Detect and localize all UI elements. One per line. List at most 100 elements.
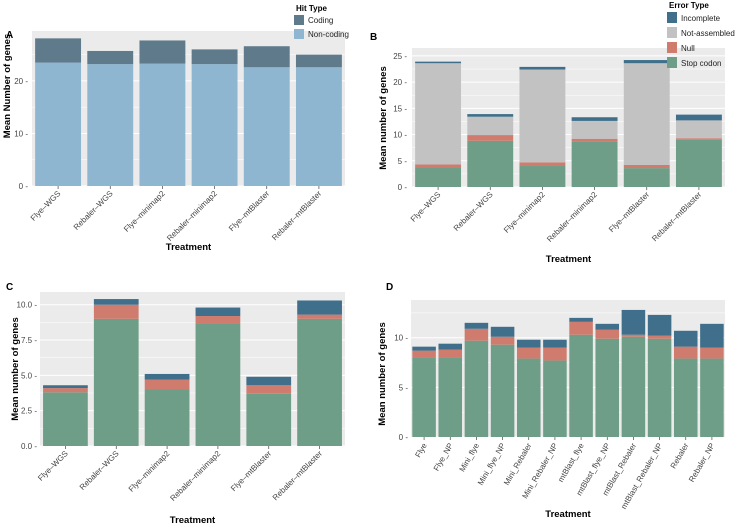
y-tick-label-b: 10 - xyxy=(393,131,407,140)
legend-swatch-coding xyxy=(294,15,304,25)
bar-a-flye-wgs-coding xyxy=(35,38,82,63)
bar-b-flye-mtblaster-incomplete xyxy=(623,60,670,64)
y-tick-label-c: 7.5 - xyxy=(21,336,37,345)
y-tick-label-b: 0 - xyxy=(398,183,408,192)
bar-d-mtblast-flye-incomplete xyxy=(569,317,593,322)
x-tick-label-b: Rebaler–mtBlaster xyxy=(650,190,703,243)
y-tick-label-c: 0.0 - xyxy=(21,442,37,451)
x-tick-label-a: Flye–minimap2 xyxy=(122,189,167,234)
bar-b-flye-minimap2-null xyxy=(519,162,566,167)
x-tick-label-a: Flye–mtBlaster xyxy=(227,189,271,233)
bar-c-flye-minimap2-stop-codon xyxy=(144,389,190,446)
x-tick-label-c: Rebaler–minimap2 xyxy=(168,449,222,503)
bar-c-flye-wgs-incomplete xyxy=(43,385,88,389)
bar-d-flye-np-null xyxy=(438,349,463,358)
bar-a-flye-minimap2-non-coding xyxy=(139,63,186,186)
y-tick-label-c: 5.0 - xyxy=(21,371,37,380)
bar-d-mini-rebaler-null xyxy=(516,347,541,359)
x-tick-label-a: Rebaler–mtBlaster xyxy=(270,189,323,242)
bar-b-rebaler-mtblaster-stop-codon xyxy=(675,139,722,187)
bar-b-flye-wgs-stop-codon xyxy=(415,167,462,187)
panel-label-d: D xyxy=(386,282,393,293)
x-tick-label-a: Flye–WGS xyxy=(29,189,63,223)
y-tick-label-b: 25 - xyxy=(393,52,407,61)
bar-c-flye-minimap2-incomplete xyxy=(144,373,190,380)
bar-c-rebaler-mtblaster-stop-codon xyxy=(297,318,342,446)
bar-b-flye-mtblaster-null xyxy=(623,164,670,169)
bar-c-flye-mtblaster-incomplete xyxy=(246,376,292,386)
bar-d-mtblast-flye-np-stop-codon xyxy=(595,338,620,437)
bar-a-flye-minimap2-coding xyxy=(139,40,186,64)
legend-label-not-assembled: Not-assembled xyxy=(681,29,735,38)
legend-title-error-type: Error Type xyxy=(669,1,709,10)
bar-b-flye-minimap2-incomplete xyxy=(519,66,566,70)
bar-c-flye-wgs-stop-codon xyxy=(43,392,88,446)
bar-a-flye-mtblaster-non-coding xyxy=(243,67,290,186)
x-tick-label-d: Mini_flye xyxy=(458,441,482,473)
bar-c-rebaler-mtblaster-incomplete xyxy=(297,300,342,315)
bar-c-rebaler-mtblaster-null xyxy=(297,314,342,319)
y-tick-label-b: 5 - xyxy=(398,157,408,166)
bar-c-rebaler-wgs-null xyxy=(93,304,139,319)
bar-b-rebaler-minimap2-stop-codon xyxy=(571,141,618,187)
legend-label-coding: Coding xyxy=(308,16,333,25)
bar-b-rebaler-minimap2-incomplete xyxy=(571,117,618,121)
bar-d-mtblast-flye-np-null xyxy=(595,329,620,339)
bar-d-flye-np-stop-codon xyxy=(438,357,463,437)
bar-c-rebaler-wgs-stop-codon xyxy=(93,318,139,446)
bar-d-mtblast-rebaler-incomplete xyxy=(621,309,646,335)
bar-d-mtblast-flye-stop-codon xyxy=(569,334,593,437)
legend-swatch-incomplete xyxy=(667,12,677,23)
x-tick-label-c: Flye–mtBlaster xyxy=(229,449,273,493)
x-tick-label-a: Rebaler–minimap2 xyxy=(165,189,219,243)
y-tick-label-c: 10.0 - xyxy=(17,301,38,310)
bar-d-rebaler-null xyxy=(673,346,698,359)
bar-a-rebaler-minimap2-coding xyxy=(191,49,238,65)
bar-d-mini-flye-stop-codon xyxy=(464,340,489,437)
bar-b-rebaler-mtblaster-not-assembled xyxy=(675,120,722,139)
panel-label-c: C xyxy=(6,282,13,293)
bar-d-mtblast-rebaler-np-null xyxy=(647,335,672,339)
y-tick-label-a: 20 - xyxy=(14,77,28,86)
legend-hit-type: Hit Type Coding Non-coding xyxy=(294,4,349,39)
bar-d-rebaler-incomplete xyxy=(673,330,698,347)
x-tick-label-b: Rebaler–minimap2 xyxy=(545,190,599,244)
y-tick-label-d: 5 - xyxy=(399,383,409,392)
x-tick-label-b: Flye–mtBlaster xyxy=(607,190,651,234)
x-axis-title-d: Treatment xyxy=(545,509,591,520)
bar-b-rebaler-wgs-not-assembled xyxy=(467,116,514,136)
bar-a-flye-wgs-non-coding xyxy=(35,62,82,187)
y-tick-label-d: 0 - xyxy=(399,433,409,442)
legend-label-incomplete: Incomplete xyxy=(681,14,721,23)
x-tick-label-d: Flye xyxy=(413,441,429,459)
bar-c-flye-wgs-null xyxy=(43,388,88,393)
bar-a-rebaler-wgs-coding xyxy=(87,50,134,65)
y-axis-title-d: Mean number of genes xyxy=(377,322,388,425)
legend-label-non-coding: Non-coding xyxy=(308,30,349,39)
plot-background-b xyxy=(412,48,725,187)
y-tick-label-b: 20 - xyxy=(393,78,407,87)
legend-swatch-stop-codon xyxy=(667,57,677,68)
panel-b: 0 - 5 - 10 - 15 - 20 - 25 - Flye–WGS Rebaler–WG… xyxy=(378,48,725,265)
panel-c: 0.0 -2.5 -5.0 -7.5 -10.0 -Flye–WGS Rebale… xyxy=(10,292,345,526)
bar-d-rebaler-np-null xyxy=(700,347,724,359)
bar-b-rebaler-minimap2-null xyxy=(571,138,618,142)
bar-d-flye-incomplete xyxy=(412,346,436,351)
bar-c-rebaler-wgs-incomplete xyxy=(93,299,139,305)
bar-b-flye-minimap2-stop-codon xyxy=(519,166,566,187)
bar-d-mtblast-rebaler-np-incomplete xyxy=(647,314,672,336)
bar-d-mini-rebaler-np-incomplete xyxy=(543,339,567,348)
bar-d-mini-flye-incomplete xyxy=(464,322,489,329)
bar-d-flye-np-incomplete xyxy=(438,343,463,350)
bar-c-rebaler-minimap2-incomplete xyxy=(195,307,241,317)
bar-b-rebaler-wgs-stop-codon xyxy=(467,140,514,187)
x-tick-label-b: Flye–minimap2 xyxy=(502,190,547,235)
bar-d-mini-flye-np-stop-codon xyxy=(490,344,515,437)
bar-d-mtblast-flye-np-incomplete xyxy=(595,323,620,330)
legend-title-hit-type: Hit Type xyxy=(296,4,328,13)
bar-b-flye-minimap2-not-assembled xyxy=(519,69,566,163)
bar-d-rebaler-np-incomplete xyxy=(700,323,724,348)
bar-b-rebaler-wgs-null xyxy=(467,135,514,141)
bar-c-flye-mtblaster-null xyxy=(246,385,292,394)
panel-a: 0 - 10 - 20 - Flye–WGS Rebaler–WGS Flye–minim… xyxy=(2,31,345,253)
